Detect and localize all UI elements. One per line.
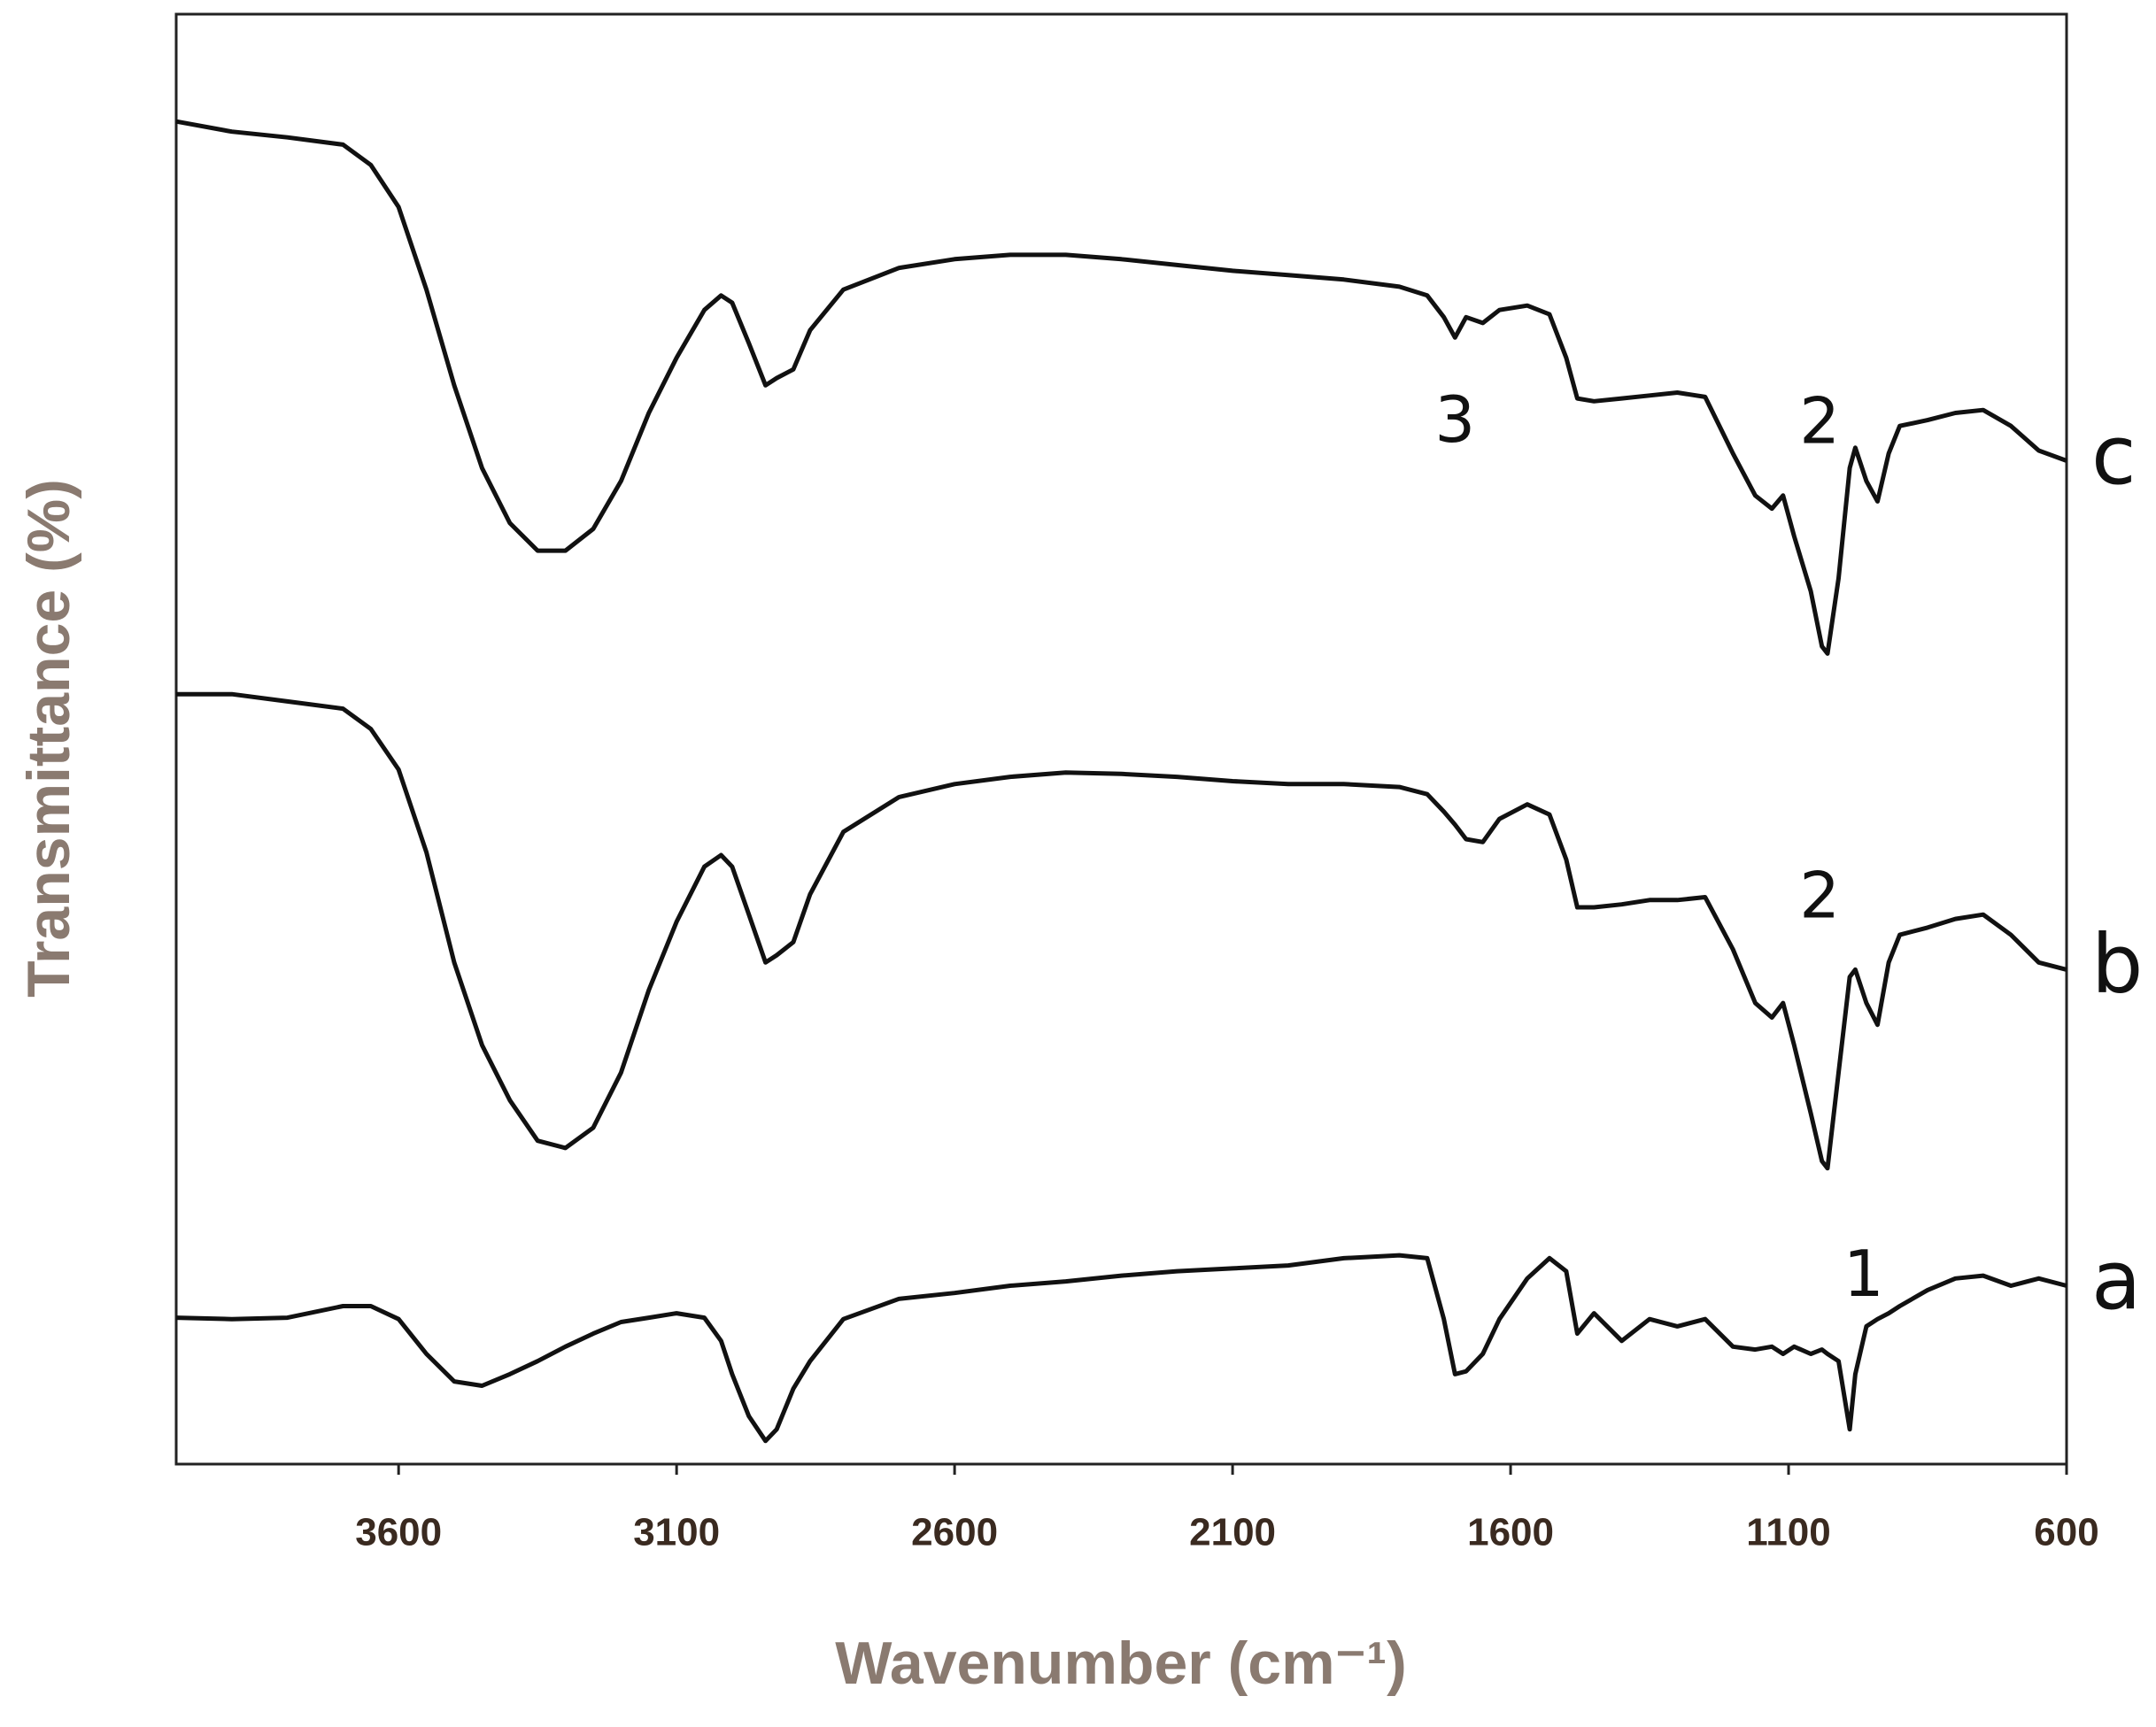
spectrum-line [175,119,2067,656]
spectrum-line [176,691,2067,1171]
x-axis-title: Wavenumber (cm⁻¹) [835,1630,1406,1697]
x-tick-label: 3600 [355,1511,442,1554]
annotation: 1 [1843,1237,1884,1311]
annotation: 2 [1799,384,1840,459]
x-tick-label: 1600 [1467,1511,1554,1554]
x-tick-label: 2600 [911,1511,998,1554]
series-label: c [2091,408,2137,503]
x-tick-label: 2100 [1189,1511,1276,1554]
x-tick-label: 1100 [1746,1511,1830,1554]
series-label: b [2091,917,2143,1012]
spectrum-line [175,1253,2067,1444]
annotation: 3 [1434,382,1475,457]
x-tick-label: 3100 [633,1511,720,1554]
plot-frame [174,12,2068,1466]
series-label: a [2091,1233,2141,1328]
x-tick-label: 600 [2034,1511,2098,1554]
y-axis-title: Transmittance (%) [15,479,82,998]
annotation: 2 [1799,858,1840,932]
